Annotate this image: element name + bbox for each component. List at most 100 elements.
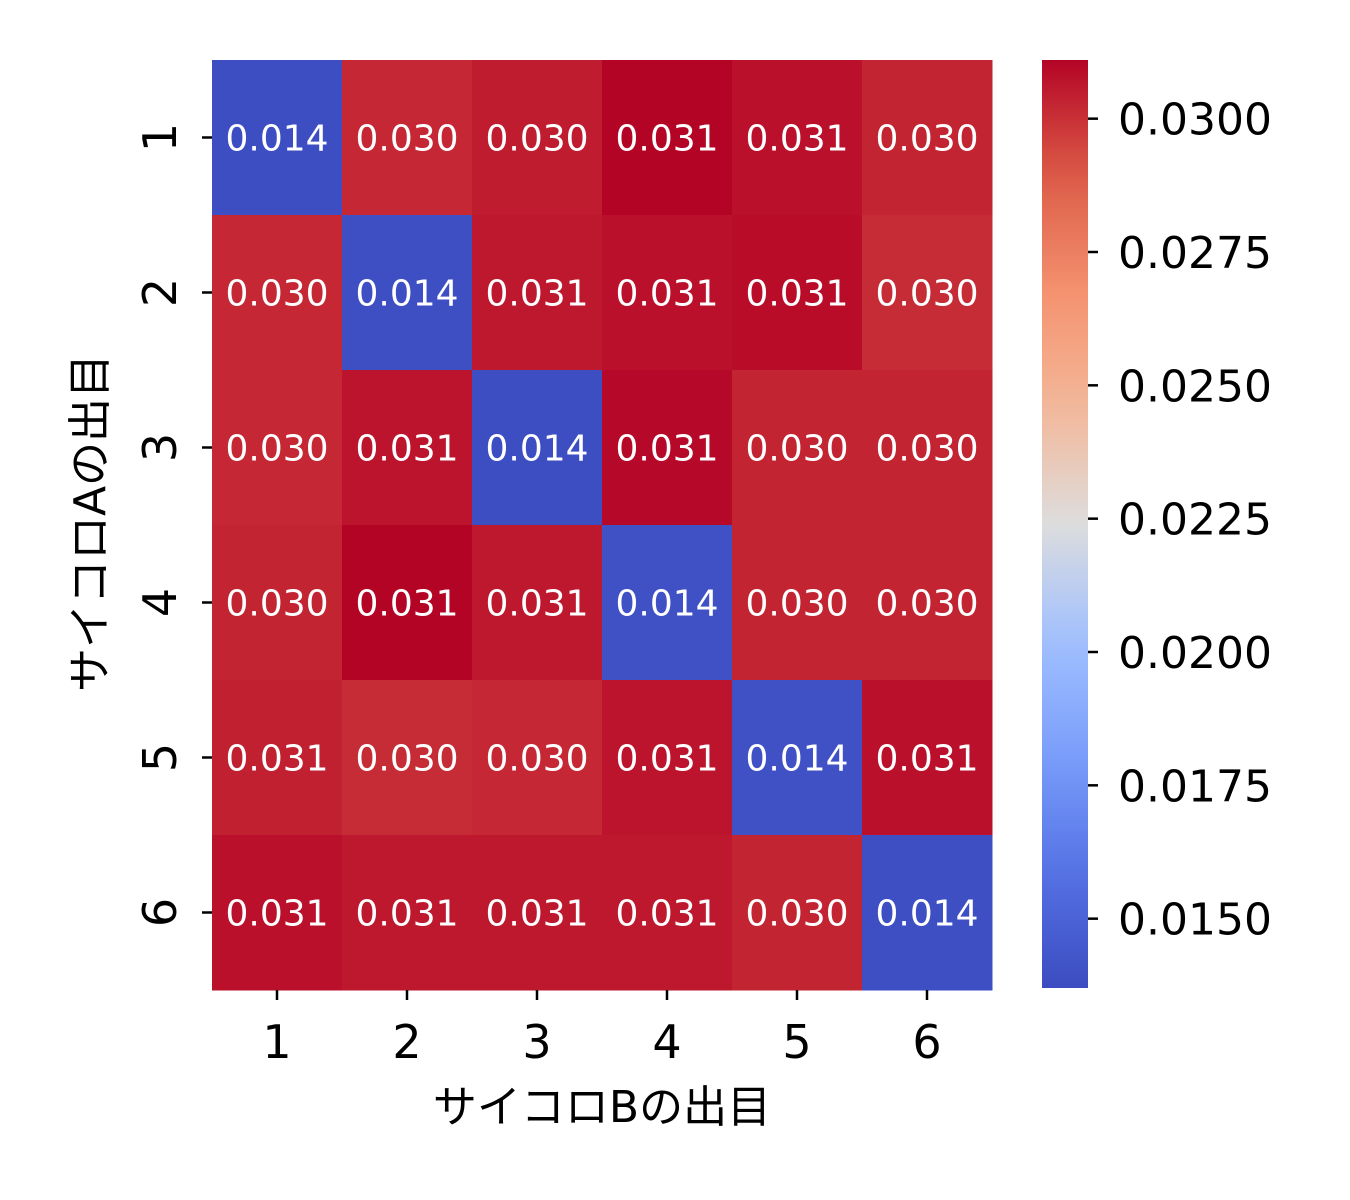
- heatmap-cell: [212, 680, 343, 836]
- cell-value-label: 0.014: [615, 584, 718, 625]
- x-tick-label: 1: [262, 1015, 291, 1069]
- cell-value-label: 0.031: [615, 274, 718, 315]
- heatmap-cells: [212, 60, 993, 991]
- cell-value-label: 0.030: [875, 274, 978, 315]
- heatmap-cell: [602, 525, 733, 681]
- y-tick-label: 2: [133, 278, 187, 307]
- colorbar-tick-label: 0.0150: [1118, 895, 1272, 946]
- heatmap-cell: [732, 525, 863, 681]
- cell-value-label: 0.030: [225, 274, 328, 315]
- heatmap-cell-labels: 0.014 0.030 0.030 0.031 0.031 0.030 0.030 0.014…: [225, 119, 978, 935]
- heatmap-cell: [212, 215, 343, 371]
- y-tick-label: 6: [133, 898, 187, 927]
- cell-value-label: 0.031: [355, 894, 458, 935]
- cell-value-label: 0.031: [615, 119, 718, 160]
- cell-value-label: 0.031: [225, 894, 328, 935]
- cell-value-label: 0.031: [355, 429, 458, 470]
- cell-value-label: 0.030: [485, 739, 588, 780]
- heatmap-cell: [342, 835, 473, 991]
- cell-value-label: 0.031: [485, 274, 588, 315]
- heatmap-cell: [602, 835, 733, 991]
- heatmap-cell: [212, 60, 343, 216]
- heatmap-cell: [472, 370, 603, 526]
- heatmap-cell: [862, 60, 993, 216]
- y-tick-label: 4: [133, 588, 187, 617]
- heatmap-cell: [602, 60, 733, 216]
- heatmap-cell: [472, 835, 603, 991]
- colorbar-tick-label: 0.0300: [1118, 95, 1272, 146]
- x-tick-label: 6: [912, 1015, 941, 1069]
- heatmap-cell: [862, 215, 993, 371]
- heatmap-cell: [732, 60, 863, 216]
- x-tick-label: 2: [392, 1015, 421, 1069]
- cell-value-label: 0.031: [355, 584, 458, 625]
- cell-value-label: 0.030: [745, 894, 848, 935]
- heatmap-cell: [602, 215, 733, 371]
- colorbar-axis: 0.0150 0.0175 0.0200 0.0225 0.0250 0.0275 0.03…: [1088, 95, 1272, 946]
- y-tick-label: 3: [133, 433, 187, 462]
- heatmap-cell: [732, 215, 863, 371]
- cell-value-label: 0.014: [485, 429, 588, 470]
- colorbar-tick-label: 0.0225: [1118, 495, 1272, 546]
- cell-value-label: 0.030: [745, 584, 848, 625]
- heatmap-cell: [472, 60, 603, 216]
- heatmap-cell: [732, 370, 863, 526]
- x-axis-title: サイコロBの出目: [433, 1082, 771, 1133]
- cell-value-label: 0.031: [485, 894, 588, 935]
- cell-value-label: 0.031: [745, 274, 848, 315]
- heatmap-cell: [342, 370, 473, 526]
- cell-value-label: 0.014: [225, 119, 328, 160]
- cell-value-label: 0.031: [225, 739, 328, 780]
- cell-value-label: 0.031: [875, 739, 978, 780]
- heatmap-cell: [212, 835, 343, 991]
- cell-value-label: 0.031: [615, 739, 718, 780]
- cell-value-label: 0.030: [225, 584, 328, 625]
- cell-value-label: 0.030: [875, 119, 978, 160]
- cell-value-label: 0.031: [485, 584, 588, 625]
- y-tick-label: 1: [133, 123, 187, 152]
- heatmap-cell: [342, 215, 473, 371]
- cell-value-label: 0.030: [875, 429, 978, 470]
- heatmap-cell: [862, 370, 993, 526]
- cell-value-label: 0.030: [485, 119, 588, 160]
- heatmap-cell: [732, 680, 863, 836]
- colorbar-tick-label: 0.0200: [1118, 628, 1272, 679]
- cell-value-label: 0.031: [615, 429, 718, 470]
- heatmap-cell: [472, 525, 603, 681]
- cell-value-label: 0.030: [875, 584, 978, 625]
- cell-value-label: 0.030: [745, 429, 848, 470]
- heatmap-cell: [212, 370, 343, 526]
- x-tick-label: 5: [782, 1015, 811, 1069]
- cell-value-label: 0.031: [745, 119, 848, 160]
- colorbar-tick-label: 0.0275: [1118, 228, 1272, 279]
- heatmap-cell: [472, 215, 603, 371]
- heatmap-cell: [342, 525, 473, 681]
- heatmap-cell: [472, 680, 603, 836]
- cell-value-label: 0.031: [615, 894, 718, 935]
- cell-value-label: 0.014: [355, 274, 458, 315]
- heatmap-cell: [602, 680, 733, 836]
- cell-value-label: 0.030: [355, 739, 458, 780]
- heatmap-cell: [212, 525, 343, 681]
- cell-value-label: 0.030: [225, 429, 328, 470]
- x-tick-label: 4: [652, 1015, 681, 1069]
- colorbar: [1042, 60, 1088, 988]
- heatmap-cell: [602, 370, 733, 526]
- heatmap-cell: [862, 835, 993, 991]
- colorbar-tick-label: 0.0250: [1118, 361, 1272, 412]
- cell-value-label: 0.030: [355, 119, 458, 160]
- cell-value-label: 0.014: [745, 739, 848, 780]
- x-tick-label: 3: [522, 1015, 551, 1069]
- heatmap-cell: [342, 60, 473, 216]
- y-axis-title: サイコロAの出目: [65, 354, 116, 692]
- heatmap-cell: [342, 680, 473, 836]
- cell-value-label: 0.014: [875, 894, 978, 935]
- y-axis: 1 2 3 4 5 6: [133, 123, 212, 927]
- heatmap-cell: [732, 835, 863, 991]
- y-tick-label: 5: [133, 743, 187, 772]
- heatmap-cell: [862, 680, 993, 836]
- colorbar-tick-label: 0.0175: [1118, 761, 1272, 812]
- heatmap-cell: [862, 525, 993, 681]
- x-axis: 1 2 3 4 5 6: [262, 990, 942, 1069]
